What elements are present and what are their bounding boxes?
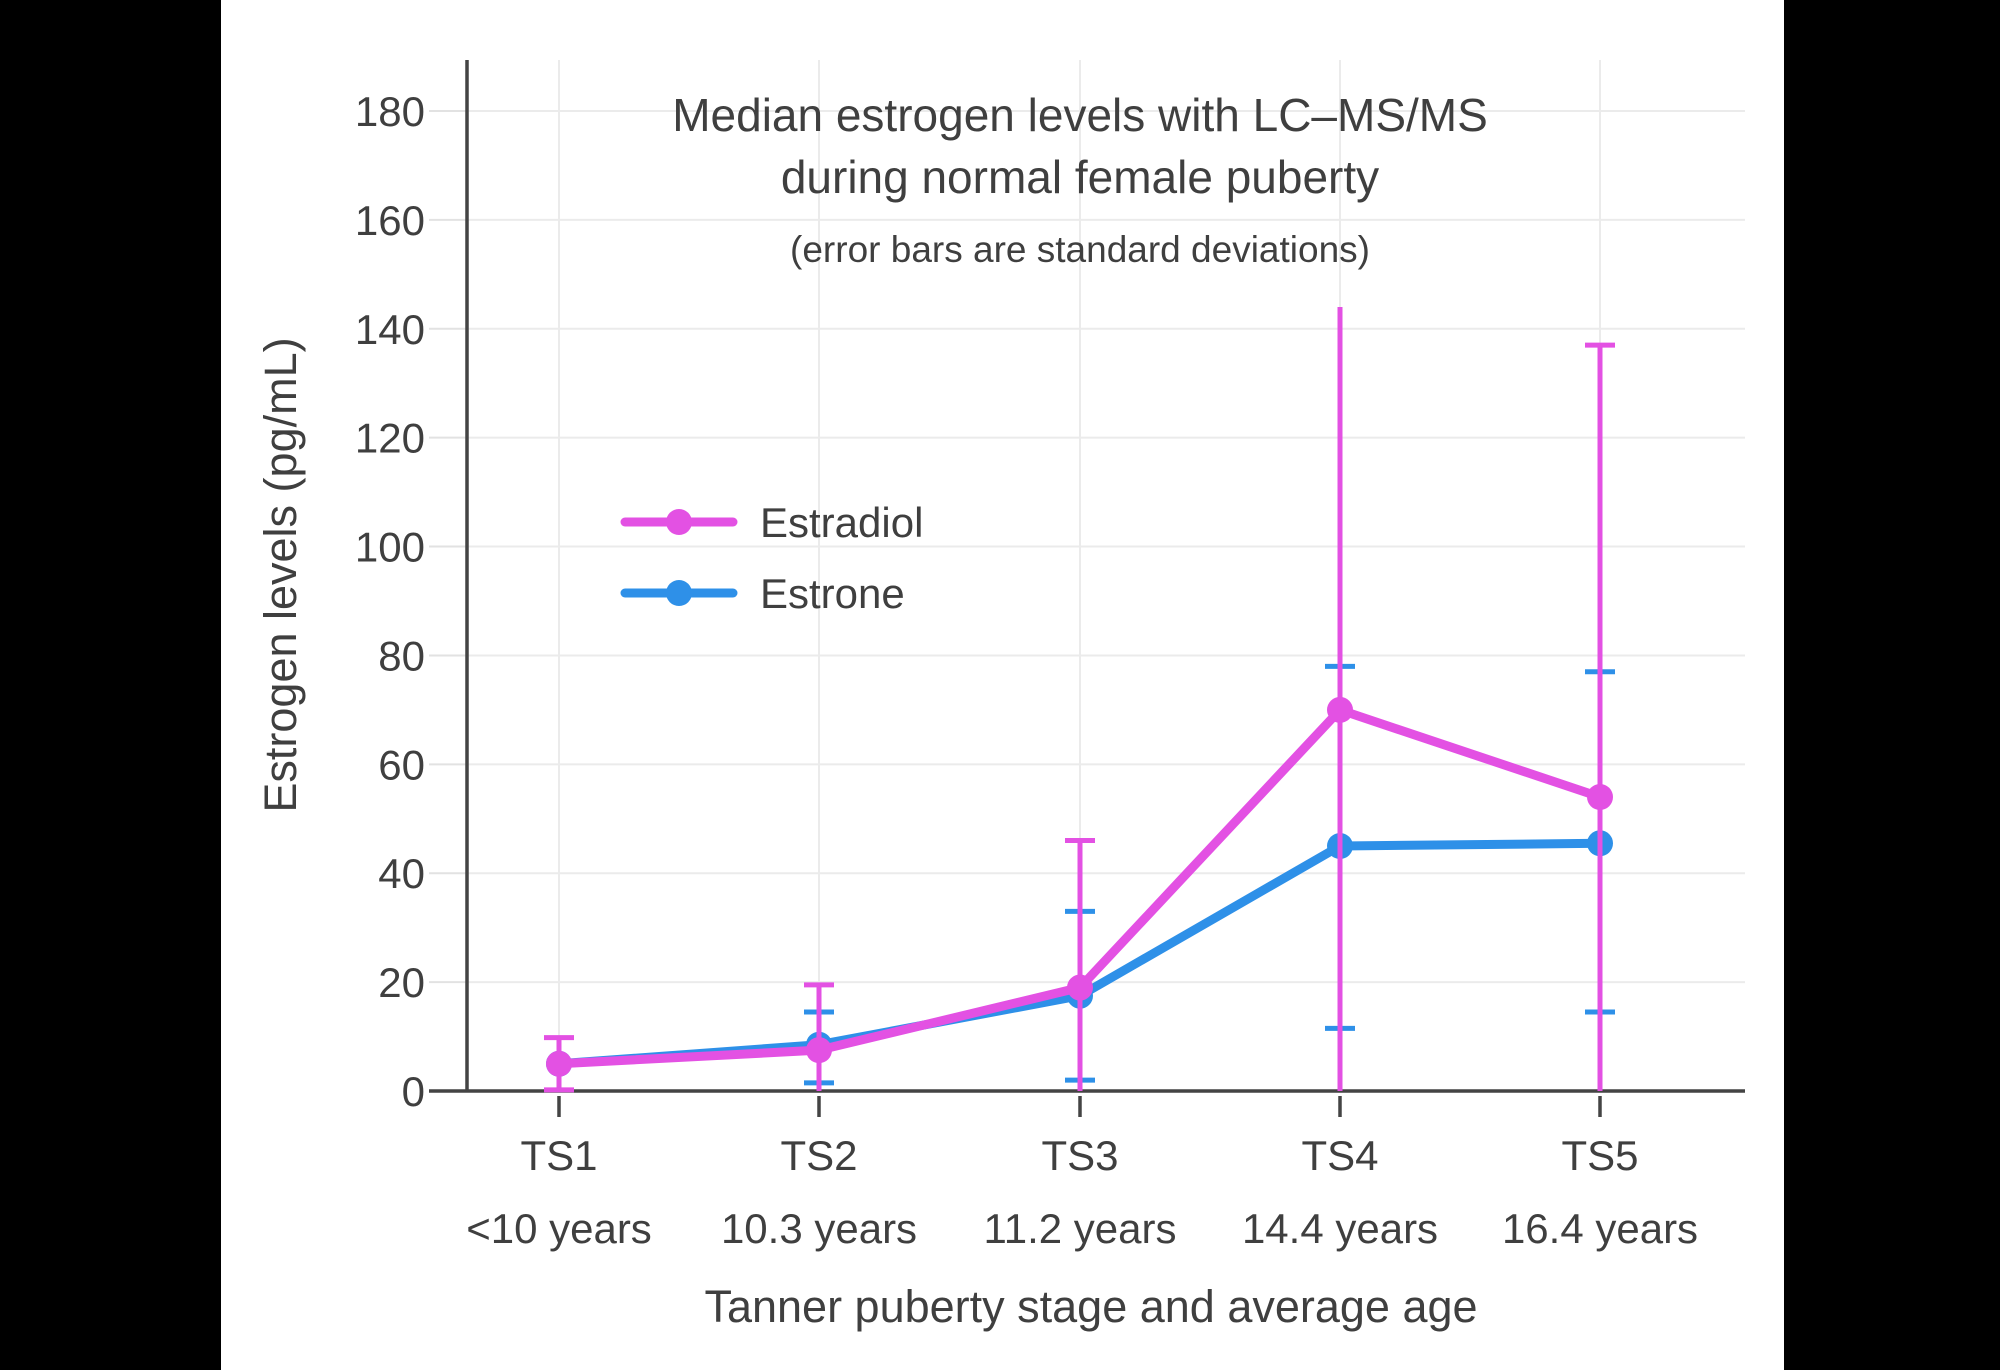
ytick-label-60: 60 (378, 741, 425, 788)
chart-title-line-1: Median estrogen levels with LC–MS/MS (672, 89, 1488, 141)
estradiol-series (544, 307, 1615, 1093)
chart-title-line-2: during normal female puberty (780, 151, 1380, 203)
ytick-label-140: 140 (355, 306, 425, 353)
xtick-label-TS4: TS4 (1301, 1132, 1378, 1179)
xtick-label-TS1: TS1 (520, 1132, 597, 1179)
estradiol-point-TS5 (1587, 784, 1613, 810)
estradiol-point-TS2 (806, 1037, 832, 1064)
estradiol-point-TS1 (546, 1050, 572, 1077)
xtick-sublabel-TS4: 14.4 years (1242, 1205, 1438, 1252)
legend-label-estradiol: Estradiol (760, 499, 923, 546)
ytick-label-120: 120 (355, 415, 425, 462)
chart-title: Median estrogen levels with LC–MS/MS dur… (672, 84, 1488, 208)
legend-marker-estradiol (666, 509, 692, 535)
legend-item-estradiol: Estradiol (620, 499, 923, 546)
xtick-sublabel-TS3: 11.2 years (984, 1205, 1177, 1252)
ytick-label-80: 80 (378, 632, 425, 679)
xtick-sublabel-TS2: 10.3 years (721, 1205, 917, 1252)
chart-svg: 0 20 40 60 80 100 120 140 160 180 TS1 <10 years TS2 1… (355, 60, 1745, 1252)
legend: Estradiol Estrone (620, 499, 923, 617)
letterbox-right (1784, 0, 2000, 1370)
ytick-label-0: 0 (402, 1068, 425, 1115)
xtick-label-TS3: TS3 (1041, 1132, 1118, 1179)
chart-canvas: 0 20 40 60 80 100 120 140 160 180 TS1 <10 years TS2 1… (221, 0, 1784, 1370)
ytick-label-180: 180 (355, 88, 425, 135)
letterbox-left (0, 0, 221, 1370)
estradiol-point-TS4 (1327, 696, 1353, 723)
legend-item-estrone: Estrone (620, 570, 905, 617)
xtick-label-TS2: TS2 (780, 1132, 857, 1179)
xtick-sublabel-TS5: 16.4 years (1502, 1205, 1698, 1252)
ytick-label-40: 40 (378, 850, 425, 897)
xtick-sublabel-TS1: <10 years (466, 1205, 652, 1252)
chart-subtitle: (error bars are standard deviations) (790, 229, 1370, 270)
ytick-label-160: 160 (355, 197, 425, 244)
legend-marker-estrone (666, 580, 692, 606)
y-axis-title: Estrogen levels (pg/mL) (255, 337, 306, 813)
ytick-label-100: 100 (355, 524, 425, 571)
estradiol-point-TS3 (1067, 974, 1093, 1001)
ytick-label-20: 20 (378, 959, 425, 1006)
xtick-label-TS5: TS5 (1561, 1132, 1638, 1179)
legend-label-estrone: Estrone (760, 570, 905, 617)
x-axis-title: Tanner puberty stage and average age (704, 1281, 1478, 1332)
